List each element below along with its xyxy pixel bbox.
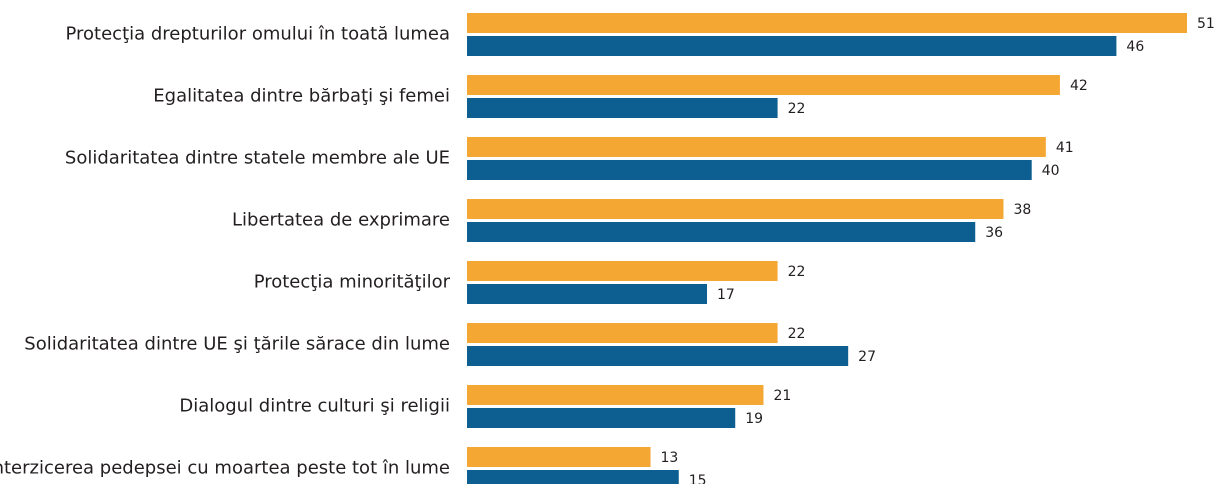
category-label: Libertatea de exprimare bbox=[232, 210, 450, 231]
category-label: Solidaritatea dintre statele membre ale … bbox=[65, 148, 450, 169]
bar bbox=[467, 284, 707, 304]
bar bbox=[467, 13, 1187, 33]
value-label: 46 bbox=[1126, 39, 1144, 55]
bar bbox=[467, 75, 1060, 95]
value-label: 41 bbox=[1056, 140, 1074, 156]
bar bbox=[467, 447, 651, 467]
bar bbox=[467, 199, 1004, 219]
value-label: 40 bbox=[1042, 163, 1060, 179]
value-label: 17 bbox=[717, 287, 735, 303]
value-label: 22 bbox=[788, 326, 806, 342]
bar bbox=[467, 98, 778, 118]
category-label: Dialogul dintre culturi şi religii bbox=[179, 396, 450, 417]
value-label: 22 bbox=[788, 264, 806, 280]
category-label: Protecţia minorităţilor bbox=[254, 272, 451, 293]
bar bbox=[467, 137, 1046, 157]
category-label: Protecţia drepturilor omului în toată lu… bbox=[65, 24, 450, 45]
value-label: 19 bbox=[745, 411, 763, 427]
bar bbox=[467, 36, 1117, 56]
bar bbox=[467, 261, 778, 281]
value-label: 13 bbox=[661, 450, 679, 466]
value-label: 42 bbox=[1070, 78, 1088, 94]
value-label: 15 bbox=[689, 473, 707, 484]
bar bbox=[467, 385, 764, 405]
value-label: 36 bbox=[985, 225, 1003, 241]
category-label: Interzicerea pedepsei cu moartea peste t… bbox=[0, 458, 450, 479]
value-label: 51 bbox=[1197, 16, 1215, 32]
category-label: Solidaritatea dintre UE şi ţările sărace… bbox=[24, 334, 450, 355]
bar bbox=[467, 160, 1032, 180]
bar bbox=[467, 408, 736, 428]
category-label: Egalitatea dintre bărbaţi şi femei bbox=[153, 86, 450, 107]
bar bbox=[467, 222, 976, 242]
bar bbox=[467, 470, 679, 484]
value-label: 38 bbox=[1013, 202, 1031, 218]
value-label: 27 bbox=[858, 349, 876, 365]
value-label: 21 bbox=[773, 388, 791, 404]
value-label: 22 bbox=[788, 101, 806, 117]
bar bbox=[467, 346, 849, 366]
bar bbox=[467, 323, 778, 343]
